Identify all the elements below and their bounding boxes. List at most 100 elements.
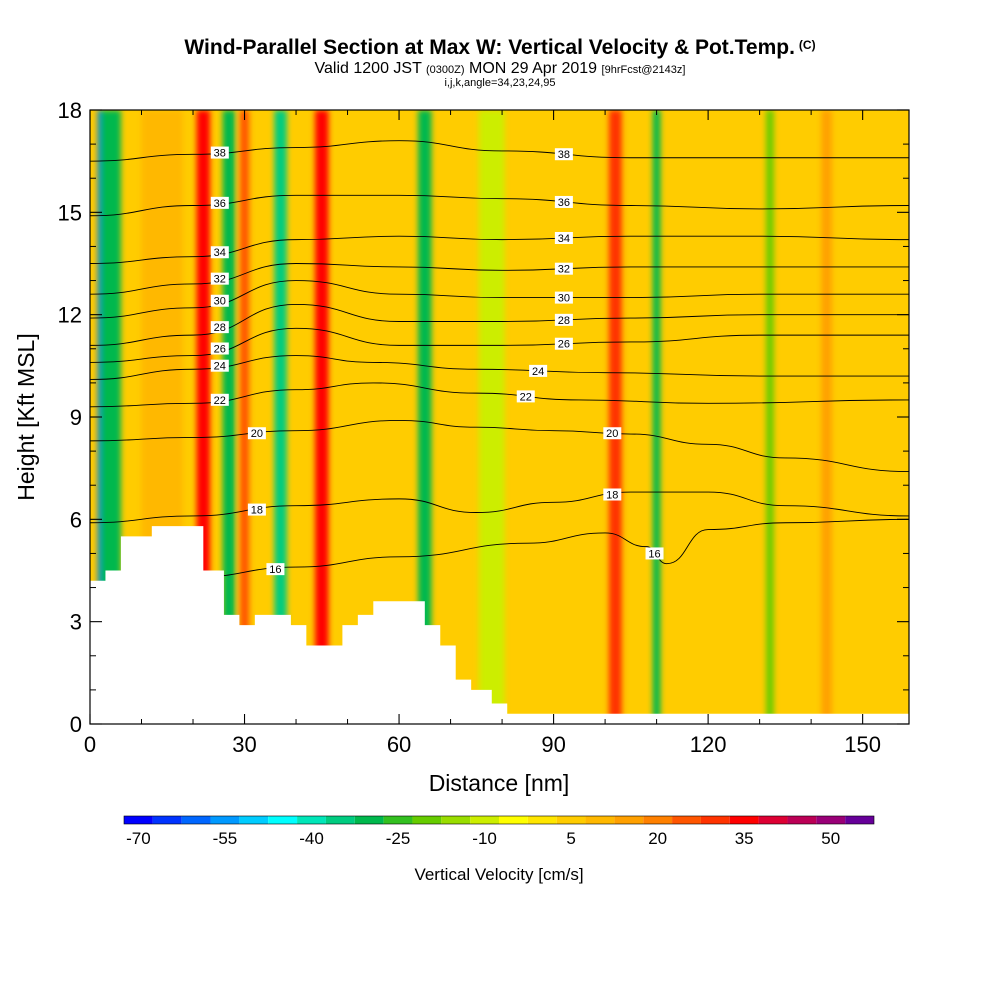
y-tick-15: 15 xyxy=(58,200,82,225)
colorbar-swatch-25 xyxy=(816,816,846,824)
y-tick-18: 18 xyxy=(58,98,82,123)
contour-label-24-2: 24 xyxy=(532,366,544,378)
colorbar-swatch-17 xyxy=(585,816,615,824)
colorbar-swatch-14 xyxy=(499,816,528,824)
contour-label-18-2: 18 xyxy=(606,490,618,502)
velocity-band-10 xyxy=(350,110,366,724)
contour-label-bg-20-2 xyxy=(603,427,622,440)
forecast-info: [9hrFcst@2143z] xyxy=(601,64,686,76)
contour-label-16-2: 16 xyxy=(648,548,660,560)
contour-label-20-2: 20 xyxy=(606,428,618,440)
colorbar-tick-5: 5 xyxy=(566,829,575,848)
contour-theta-16 xyxy=(90,518,909,585)
contour-label-18-1: 18 xyxy=(251,505,263,517)
valid-date: MON 29 Apr 2019 xyxy=(469,60,598,77)
y-tick-6: 6 xyxy=(70,507,82,532)
y-axis-label: Height [Kft MSL] xyxy=(13,333,39,500)
contour-label-38-2: 38 xyxy=(558,149,570,161)
contour-label-bg-22-1 xyxy=(210,393,229,406)
contour-label-20-1: 20 xyxy=(251,428,263,440)
contour-label-26-2: 26 xyxy=(558,339,570,351)
contour-label-36-1: 36 xyxy=(214,198,226,210)
contour-label-bg-16-1 xyxy=(266,563,285,576)
x-tick-90: 90 xyxy=(541,732,565,757)
contour-label-bg-20-1 xyxy=(247,427,266,440)
title-copyright: (C) xyxy=(798,38,816,52)
colorbar-swatch-7 xyxy=(297,816,326,824)
colorbar-swatch-6 xyxy=(268,816,298,824)
velocity-band-16 xyxy=(821,110,832,724)
x-tick-120: 120 xyxy=(690,732,727,757)
chart-subtitle: Valid 1200 JST (0300Z) MON 29 Apr 2019 [… xyxy=(0,60,1000,78)
contour-label-36-2: 36 xyxy=(558,197,570,209)
contour-label-bg-22-2 xyxy=(516,390,535,403)
colorbar: -70 -55 -40 -25 -10 5 20 35 50 xyxy=(123,815,875,848)
grid-indices: i,j,k,angle=34,23,24,95 xyxy=(444,77,556,89)
chart-title: Wind-Parallel Section at Max W: Vertical… xyxy=(0,36,1000,60)
contour-label-24-1: 24 xyxy=(214,361,226,373)
contour-label-30-2: 30 xyxy=(558,293,570,305)
contour-label-bg-32-1 xyxy=(210,272,229,285)
y-tick-3: 3 xyxy=(70,610,82,635)
contour-label-30-1: 30 xyxy=(214,296,226,308)
contour-label-bg-34-2 xyxy=(554,231,573,244)
title-main: Wind-Parallel Section at Max W: Vertical… xyxy=(184,36,795,59)
colorbar-swatch-1 xyxy=(124,816,153,824)
colorbar-swatch-22 xyxy=(729,816,759,824)
colorbar-swatch-24 xyxy=(787,816,817,824)
contour-label-bg-38-2 xyxy=(554,148,573,161)
velocity-band-12 xyxy=(478,110,505,724)
colorbar-swatch-13 xyxy=(470,816,499,824)
terrain-mask xyxy=(90,526,909,724)
colorbar-tick--25: -25 xyxy=(386,829,411,848)
contour-label-22-2: 22 xyxy=(520,391,532,403)
velocity-band-15 xyxy=(766,110,774,724)
contour-label-bg-24-2 xyxy=(529,364,548,377)
contour-label-34-1: 34 xyxy=(214,247,226,259)
x-tick-30: 30 xyxy=(232,732,256,757)
y-tick-0: 0 xyxy=(70,712,82,737)
colorbar-swatch-12 xyxy=(441,816,471,824)
contour-label-bg-28-1 xyxy=(210,321,229,334)
colorbar-tick--70: -70 xyxy=(126,829,151,848)
contour-label-bg-16-2 xyxy=(645,547,664,560)
x-tick-0: 0 xyxy=(84,732,96,757)
valid-prefix: Valid 1200 JST xyxy=(314,60,422,77)
x-tick-60: 60 xyxy=(387,732,411,757)
velocity-band-9 xyxy=(315,110,329,724)
colorbar-swatch-5 xyxy=(239,816,269,824)
contour-label-16-1: 16 xyxy=(269,564,281,576)
colorbar-tick-20: 20 xyxy=(648,829,667,848)
colorbar-swatch-2 xyxy=(152,816,182,824)
contour-label-32-1: 32 xyxy=(214,274,226,286)
contour-theta-20 xyxy=(90,419,909,473)
contour-label-bg-34-1 xyxy=(210,246,229,259)
colorbar-title: Vertical Velocity [cm/s] xyxy=(414,865,583,884)
colorbar-swatch-8 xyxy=(325,816,355,824)
contour-label-32-2: 32 xyxy=(558,264,570,276)
contour-label-28-2: 28 xyxy=(558,315,570,327)
colorbar-tick-35: 35 xyxy=(735,829,754,848)
contour-label-bg-30-2 xyxy=(554,291,573,304)
velocity-band-6 xyxy=(222,110,236,724)
colorbar-swatch-15 xyxy=(527,816,557,824)
contour-label-bg-36-1 xyxy=(210,196,229,209)
colorbar-swatch-4 xyxy=(210,816,240,824)
contour-theta-18 xyxy=(90,491,909,524)
colorbar-frame xyxy=(123,815,875,825)
colorbar-tick-50: 50 xyxy=(821,829,840,848)
colorbar-swatch-18 xyxy=(614,816,644,824)
colorbar-swatch-19 xyxy=(643,816,673,824)
colorbar-swatch-26 xyxy=(845,816,874,824)
y-tick-12: 12 xyxy=(58,303,82,328)
colorbar-swatch-20 xyxy=(672,816,701,824)
y-tick-9: 9 xyxy=(70,405,82,430)
colorbar-swatch-21 xyxy=(700,816,730,824)
x-axis-label: Distance [nm] xyxy=(429,770,570,796)
colorbar-swatch-3 xyxy=(181,816,211,824)
velocity-band-7 xyxy=(239,110,250,724)
velocity-band-13 xyxy=(608,110,622,724)
colorbar-swatch-23 xyxy=(758,816,788,824)
contour-label-bg-24-1 xyxy=(210,359,229,372)
